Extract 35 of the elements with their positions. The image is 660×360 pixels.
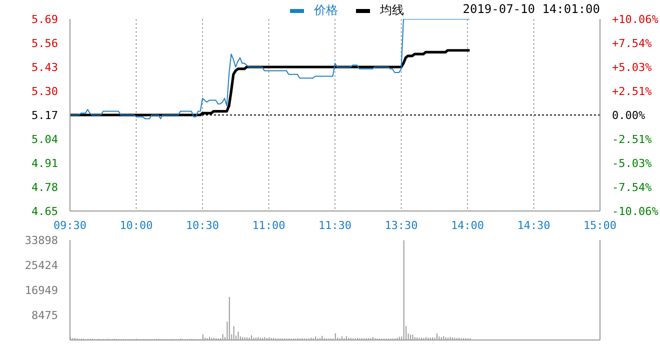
chart-subtitle: 2019-07-10 14:01:00 xyxy=(462,2,600,16)
y2-tick-label: +7.54% xyxy=(612,37,652,50)
y-tick-label: 4.91 xyxy=(32,157,58,170)
x-tick-label: 11:30 xyxy=(318,219,352,232)
legend-label: 均线 xyxy=(380,2,404,19)
y-tick-label: 5.43 xyxy=(32,61,58,74)
x-tick-label: 09:30 xyxy=(53,219,87,232)
x-tick-label: 10:00 xyxy=(120,219,153,232)
x-tick-label: 14:00 xyxy=(450,219,484,232)
y-tick-label: 5.04 xyxy=(32,133,58,146)
y-tick-label: 5.17 xyxy=(32,109,58,122)
y-tick-label: 33898 xyxy=(24,234,58,247)
x-tick-label: 10:30 xyxy=(186,219,220,232)
y2-tick-label: +10.06% xyxy=(612,13,659,26)
y-tick-label: 5.56 xyxy=(32,37,58,50)
y2-tick-label: -10.06% xyxy=(612,205,659,218)
y-tick-label: 16949 xyxy=(24,284,58,297)
y-tick-label: 5.69 xyxy=(32,13,58,26)
y2-tick-label: -7.54% xyxy=(612,180,652,194)
x-tick-label: 13:30 xyxy=(384,219,418,232)
y2-tick-label: +5.03% xyxy=(612,61,652,74)
y2-tick-label: -5.03% xyxy=(612,157,652,170)
x-tick-label: 11:00 xyxy=(252,219,286,232)
y2-tick-label: +2.51% xyxy=(612,85,652,98)
y-tick-label: 25424 xyxy=(24,259,58,272)
legend-label: 价格 xyxy=(314,2,338,19)
y2-tick-label: 0.00% xyxy=(612,109,646,122)
y-tick-label: 4.78 xyxy=(32,181,58,194)
x-tick-label: 15:00 xyxy=(583,219,617,232)
line-series xyxy=(70,19,470,120)
y-tick-label: 4.65 xyxy=(32,205,58,218)
y-tick-label: 5.30 xyxy=(32,85,58,98)
x-tick-label: 14:30 xyxy=(517,219,550,232)
y2-tick-label: -2.51% xyxy=(612,132,652,146)
y-tick-label: 8475 xyxy=(32,309,58,322)
